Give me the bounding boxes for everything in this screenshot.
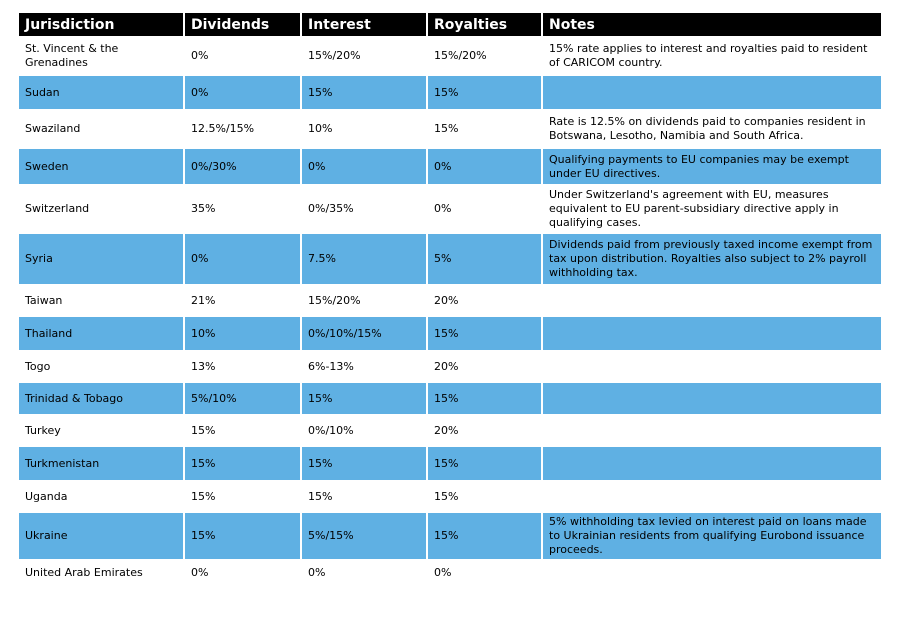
cell-royalties: 15% — [426, 317, 541, 350]
table-row: St. Vincent & the Grenadines 0% 15%/20% … — [19, 36, 881, 76]
cell-interest: 0%/35% — [300, 184, 426, 234]
table-row: Thailand 10% 0%/10%/15% 15% — [19, 317, 881, 350]
cell-interest: 15% — [300, 383, 426, 414]
header-dividends: Dividends — [183, 13, 300, 36]
cell-dividends: 0% — [183, 76, 300, 109]
cell-interest: 0%/10%/15% — [300, 317, 426, 350]
table-row: Turkey 15% 0%/10% 20% — [19, 414, 881, 447]
cell-dividends: 0% — [183, 559, 300, 587]
header-row: Jurisdiction Dividends Interest Royaltie… — [19, 13, 881, 36]
cell-royalties: 0% — [426, 149, 541, 184]
cell-notes — [541, 447, 881, 480]
cell-interest: 15% — [300, 76, 426, 109]
cell-jurisdiction: Thailand — [19, 317, 183, 350]
cell-interest: 15% — [300, 447, 426, 480]
cell-royalties: 5% — [426, 234, 541, 284]
cell-notes: Qualifying payments to EU companies may … — [541, 149, 881, 184]
cell-dividends: 15% — [183, 414, 300, 447]
table-row: Sudan 0% 15% 15% — [19, 76, 881, 109]
cell-dividends: 15% — [183, 447, 300, 480]
table-row: Taiwan 21% 15%/20% 20% — [19, 284, 881, 317]
cell-jurisdiction: Turkey — [19, 414, 183, 447]
cell-dividends: 15% — [183, 513, 300, 559]
cell-dividends: 13% — [183, 350, 300, 383]
cell-royalties: 15% — [426, 383, 541, 414]
cell-dividends: 0%/30% — [183, 149, 300, 184]
cell-royalties: 15% — [426, 513, 541, 559]
cell-jurisdiction: Sudan — [19, 76, 183, 109]
cell-royalties: 15% — [426, 76, 541, 109]
table-row: Uganda 15% 15% 15% — [19, 480, 881, 513]
cell-dividends: 0% — [183, 234, 300, 284]
withholding-tax-table: Jurisdiction Dividends Interest Royaltie… — [19, 13, 881, 587]
cell-notes: 5% withholding tax levied on interest pa… — [541, 513, 881, 559]
cell-jurisdiction: Trinidad & Tobago — [19, 383, 183, 414]
cell-interest: 0% — [300, 559, 426, 587]
cell-interest: 0% — [300, 149, 426, 184]
cell-royalties: 15% — [426, 480, 541, 513]
cell-dividends: 21% — [183, 284, 300, 317]
cell-notes — [541, 284, 881, 317]
cell-notes — [541, 383, 881, 414]
header-royalties: Royalties — [426, 13, 541, 36]
cell-dividends: 0% — [183, 36, 300, 76]
cell-dividends: 15% — [183, 480, 300, 513]
cell-interest: 15%/20% — [300, 36, 426, 76]
cell-jurisdiction: Switzerland — [19, 184, 183, 234]
cell-interest: 15%/20% — [300, 284, 426, 317]
table-row: Syria 0% 7.5% 5% Dividends paid from pre… — [19, 234, 881, 284]
cell-notes — [541, 317, 881, 350]
cell-notes: 15% rate applies to interest and royalti… — [541, 36, 881, 76]
cell-notes — [541, 350, 881, 383]
cell-notes — [541, 76, 881, 109]
table-row: Trinidad & Tobago 5%/10% 15% 15% — [19, 383, 881, 414]
table-row: Sweden 0%/30% 0% 0% Qualifying payments … — [19, 149, 881, 184]
table-row: United Arab Emirates 0% 0% 0% — [19, 559, 881, 587]
cell-interest: 7.5% — [300, 234, 426, 284]
cell-interest: 10% — [300, 109, 426, 149]
cell-royalties: 0% — [426, 559, 541, 587]
cell-jurisdiction: Ukraine — [19, 513, 183, 559]
cell-interest: 15% — [300, 480, 426, 513]
cell-royalties: 15% — [426, 109, 541, 149]
cell-jurisdiction: Turkmenistan — [19, 447, 183, 480]
cell-dividends: 35% — [183, 184, 300, 234]
table-row: Ukraine 15% 5%/15% 15% 5% withholding ta… — [19, 513, 881, 559]
header-jurisdiction: Jurisdiction — [19, 13, 183, 36]
cell-jurisdiction: Swaziland — [19, 109, 183, 149]
cell-dividends: 12.5%/15% — [183, 109, 300, 149]
cell-jurisdiction: Syria — [19, 234, 183, 284]
cell-interest: 5%/15% — [300, 513, 426, 559]
cell-jurisdiction: United Arab Emirates — [19, 559, 183, 587]
cell-royalties: 15% — [426, 447, 541, 480]
cell-royalties: 15%/20% — [426, 36, 541, 76]
cell-notes: Rate is 12.5% on dividends paid to compa… — [541, 109, 881, 149]
table-row: Togo 13% 6%-13% 20% — [19, 350, 881, 383]
cell-jurisdiction: Sweden — [19, 149, 183, 184]
cell-notes — [541, 559, 881, 587]
table-row: Swaziland 12.5%/15% 10% 15% Rate is 12.5… — [19, 109, 881, 149]
cell-royalties: 20% — [426, 414, 541, 447]
cell-jurisdiction: Taiwan — [19, 284, 183, 317]
cell-dividends: 5%/10% — [183, 383, 300, 414]
cell-royalties: 0% — [426, 184, 541, 234]
cell-notes: Under Switzerland's agreement with EU, m… — [541, 184, 881, 234]
cell-interest: 6%-13% — [300, 350, 426, 383]
cell-notes: Dividends paid from previously taxed inc… — [541, 234, 881, 284]
cell-royalties: 20% — [426, 350, 541, 383]
cell-dividends: 10% — [183, 317, 300, 350]
cell-interest: 0%/10% — [300, 414, 426, 447]
table-row: Switzerland 35% 0%/35% 0% Under Switzerl… — [19, 184, 881, 234]
header-notes: Notes — [541, 13, 881, 36]
cell-royalties: 20% — [426, 284, 541, 317]
cell-jurisdiction: Uganda — [19, 480, 183, 513]
cell-jurisdiction: Togo — [19, 350, 183, 383]
cell-jurisdiction: St. Vincent & the Grenadines — [19, 36, 183, 76]
cell-notes — [541, 480, 881, 513]
cell-notes — [541, 414, 881, 447]
header-interest: Interest — [300, 13, 426, 36]
table-row: Turkmenistan 15% 15% 15% — [19, 447, 881, 480]
